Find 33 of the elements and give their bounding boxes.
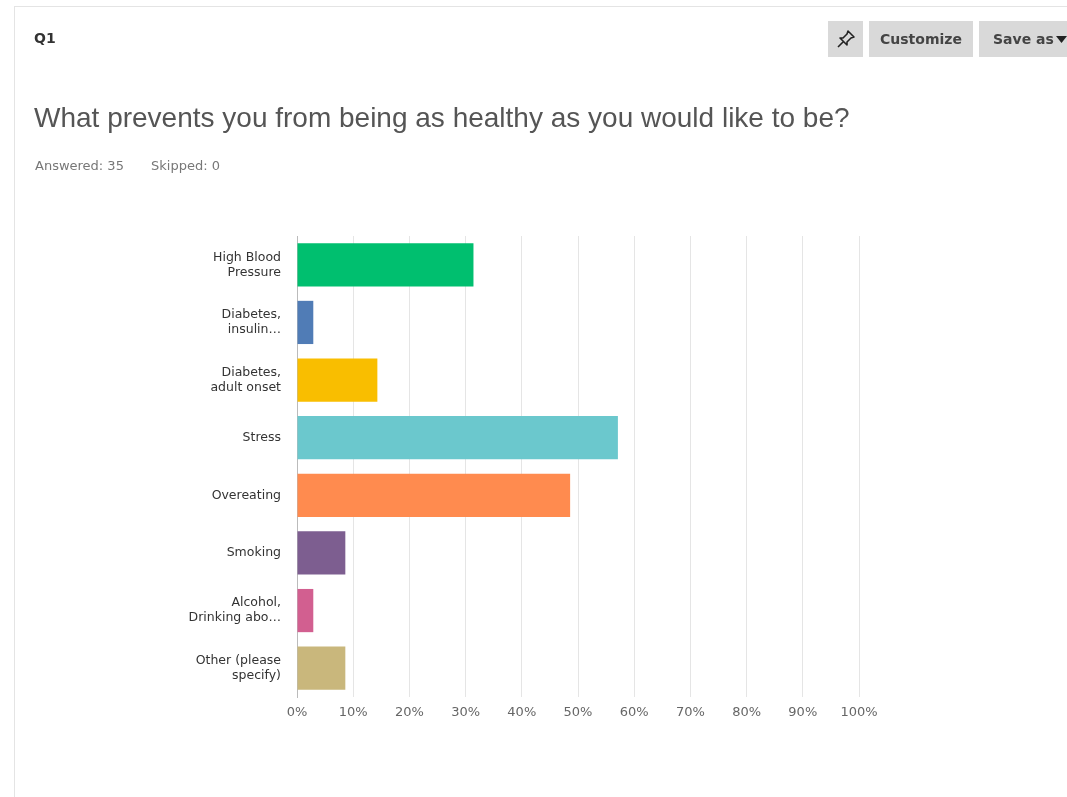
- y-tick-label: Alcohol, Drinking abo…: [188, 594, 281, 625]
- y-tick-label: Smoking: [226, 544, 281, 560]
- y-tick-label: High Blood Pressure: [213, 248, 282, 279]
- y-tick-label: Overeating: [211, 486, 281, 502]
- y-tick-label: Stress: [242, 428, 281, 444]
- bar: [297, 358, 378, 402]
- bar: [297, 473, 571, 517]
- x-tick-label: 10%: [338, 704, 368, 720]
- bar: [297, 646, 346, 690]
- chart-title: What prevents you from being as healthy as you would like to be?: [34, 102, 850, 134]
- x-tick-label: 50%: [563, 704, 593, 720]
- x-tick-label: 80%: [732, 704, 762, 720]
- bar: [297, 416, 618, 460]
- y-tick-label: Diabetes, insulin…: [221, 306, 281, 337]
- x-tick-label: 70%: [675, 704, 705, 720]
- text: Skipped: 0: [151, 158, 220, 173]
- x-tick-label: 30%: [451, 704, 481, 720]
- bar: [297, 588, 314, 633]
- x-tick-label: 60%: [619, 704, 649, 720]
- x-tick-label: 0%: [286, 704, 308, 720]
- x-tick-label: 20%: [394, 704, 424, 720]
- x-tick-label: 90%: [788, 704, 818, 720]
- text: Answered: 35: [35, 158, 124, 173]
- y-tick-label: Other (please specify): [195, 651, 282, 682]
- x-tick-label: 40%: [507, 704, 537, 720]
- bar: [297, 243, 474, 287]
- text: Customize: [869, 21, 973, 57]
- text: Q1: [34, 30, 56, 46]
- y-tick-label: Diabetes, adult onset: [210, 363, 282, 394]
- bar: [297, 531, 346, 575]
- x-tick-label: 100%: [840, 704, 878, 720]
- text: Save as: [993, 31, 1054, 47]
- bar: [297, 300, 314, 345]
